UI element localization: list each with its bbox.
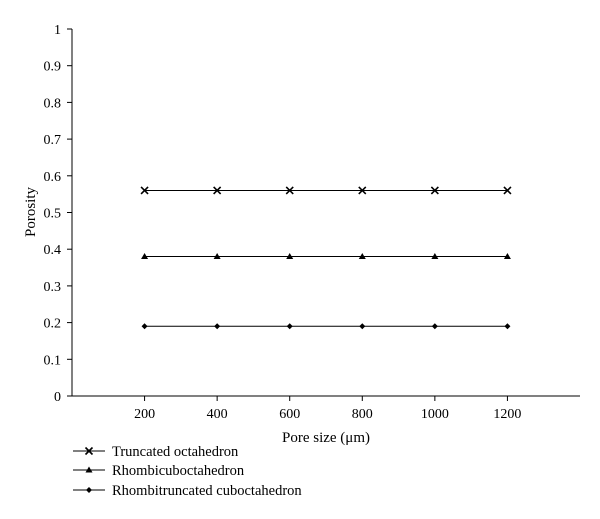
y-tick-label: 0.2 <box>44 317 62 332</box>
y-tick-label: 0.4 <box>44 243 62 258</box>
y-tick-label: 0.1 <box>44 353 62 368</box>
x-axis-ticks: 200 400 600 800 1000 1200 <box>134 396 521 422</box>
data-point <box>213 186 222 195</box>
x-tick-label: 400 <box>207 407 228 422</box>
data-point <box>285 186 294 195</box>
y-tick-label: 0.7 <box>44 133 62 148</box>
legend-marker <box>85 466 93 473</box>
legend-item: Rhombitruncated cuboctahedron <box>73 483 302 499</box>
series-2 <box>141 253 511 260</box>
y-tick-label: 0.5 <box>44 207 62 222</box>
y-tick-label: 0.6 <box>44 170 62 185</box>
data-point <box>359 323 366 330</box>
data-point <box>358 186 367 195</box>
data-point <box>213 253 221 260</box>
series-1 <box>140 186 512 195</box>
x-tick-label: 200 <box>134 407 155 422</box>
x-tick-label: 800 <box>352 407 373 422</box>
data-point <box>358 253 366 260</box>
legend: Truncated octahedron Rhombicuboctahedron R… <box>73 444 302 499</box>
y-axis-ticks: 0 0.1 0.2 0.3 0.4 0.5 0.6 0.7 0.8 0.9 1 <box>44 23 72 405</box>
y-tick-label: 1 <box>54 23 61 38</box>
series-group <box>140 186 512 330</box>
legend-item: Rhombicuboctahedron <box>73 463 245 479</box>
legend-marker <box>84 446 94 456</box>
x-tick-label: 600 <box>279 407 300 422</box>
data-point <box>431 253 439 260</box>
data-point <box>286 323 293 330</box>
data-point <box>286 253 294 260</box>
x-axis-title: Pore size (μm) <box>282 430 370 446</box>
y-tick-label: 0 <box>54 390 61 405</box>
data-point <box>140 186 149 195</box>
data-point <box>503 253 511 260</box>
plot-area: 0 0.1 0.2 0.3 0.4 0.5 0.6 0.7 0.8 0.9 1 200 400 600 8… <box>44 23 580 422</box>
x-tick-label: 1200 <box>493 407 521 422</box>
data-point <box>141 253 149 260</box>
legend-label: Rhombicuboctahedron <box>112 463 245 479</box>
x-tick-label: 1000 <box>421 407 449 422</box>
y-axis-title: Porosity <box>23 186 39 237</box>
y-tick-label: 0.3 <box>44 280 62 295</box>
data-point <box>503 186 512 195</box>
data-point <box>431 323 438 330</box>
legend-label: Rhombitruncated cuboctahedron <box>112 483 302 499</box>
legend-marker <box>86 487 92 493</box>
data-point <box>214 323 221 330</box>
y-tick-label: 0.9 <box>44 60 62 75</box>
y-tick-label: 0.8 <box>44 96 62 111</box>
legend-item: Truncated octahedron <box>73 444 239 460</box>
data-point <box>141 323 148 330</box>
data-point <box>430 186 439 195</box>
legend-label: Truncated octahedron <box>112 444 239 460</box>
data-point <box>504 323 511 330</box>
series-3 <box>141 323 511 330</box>
